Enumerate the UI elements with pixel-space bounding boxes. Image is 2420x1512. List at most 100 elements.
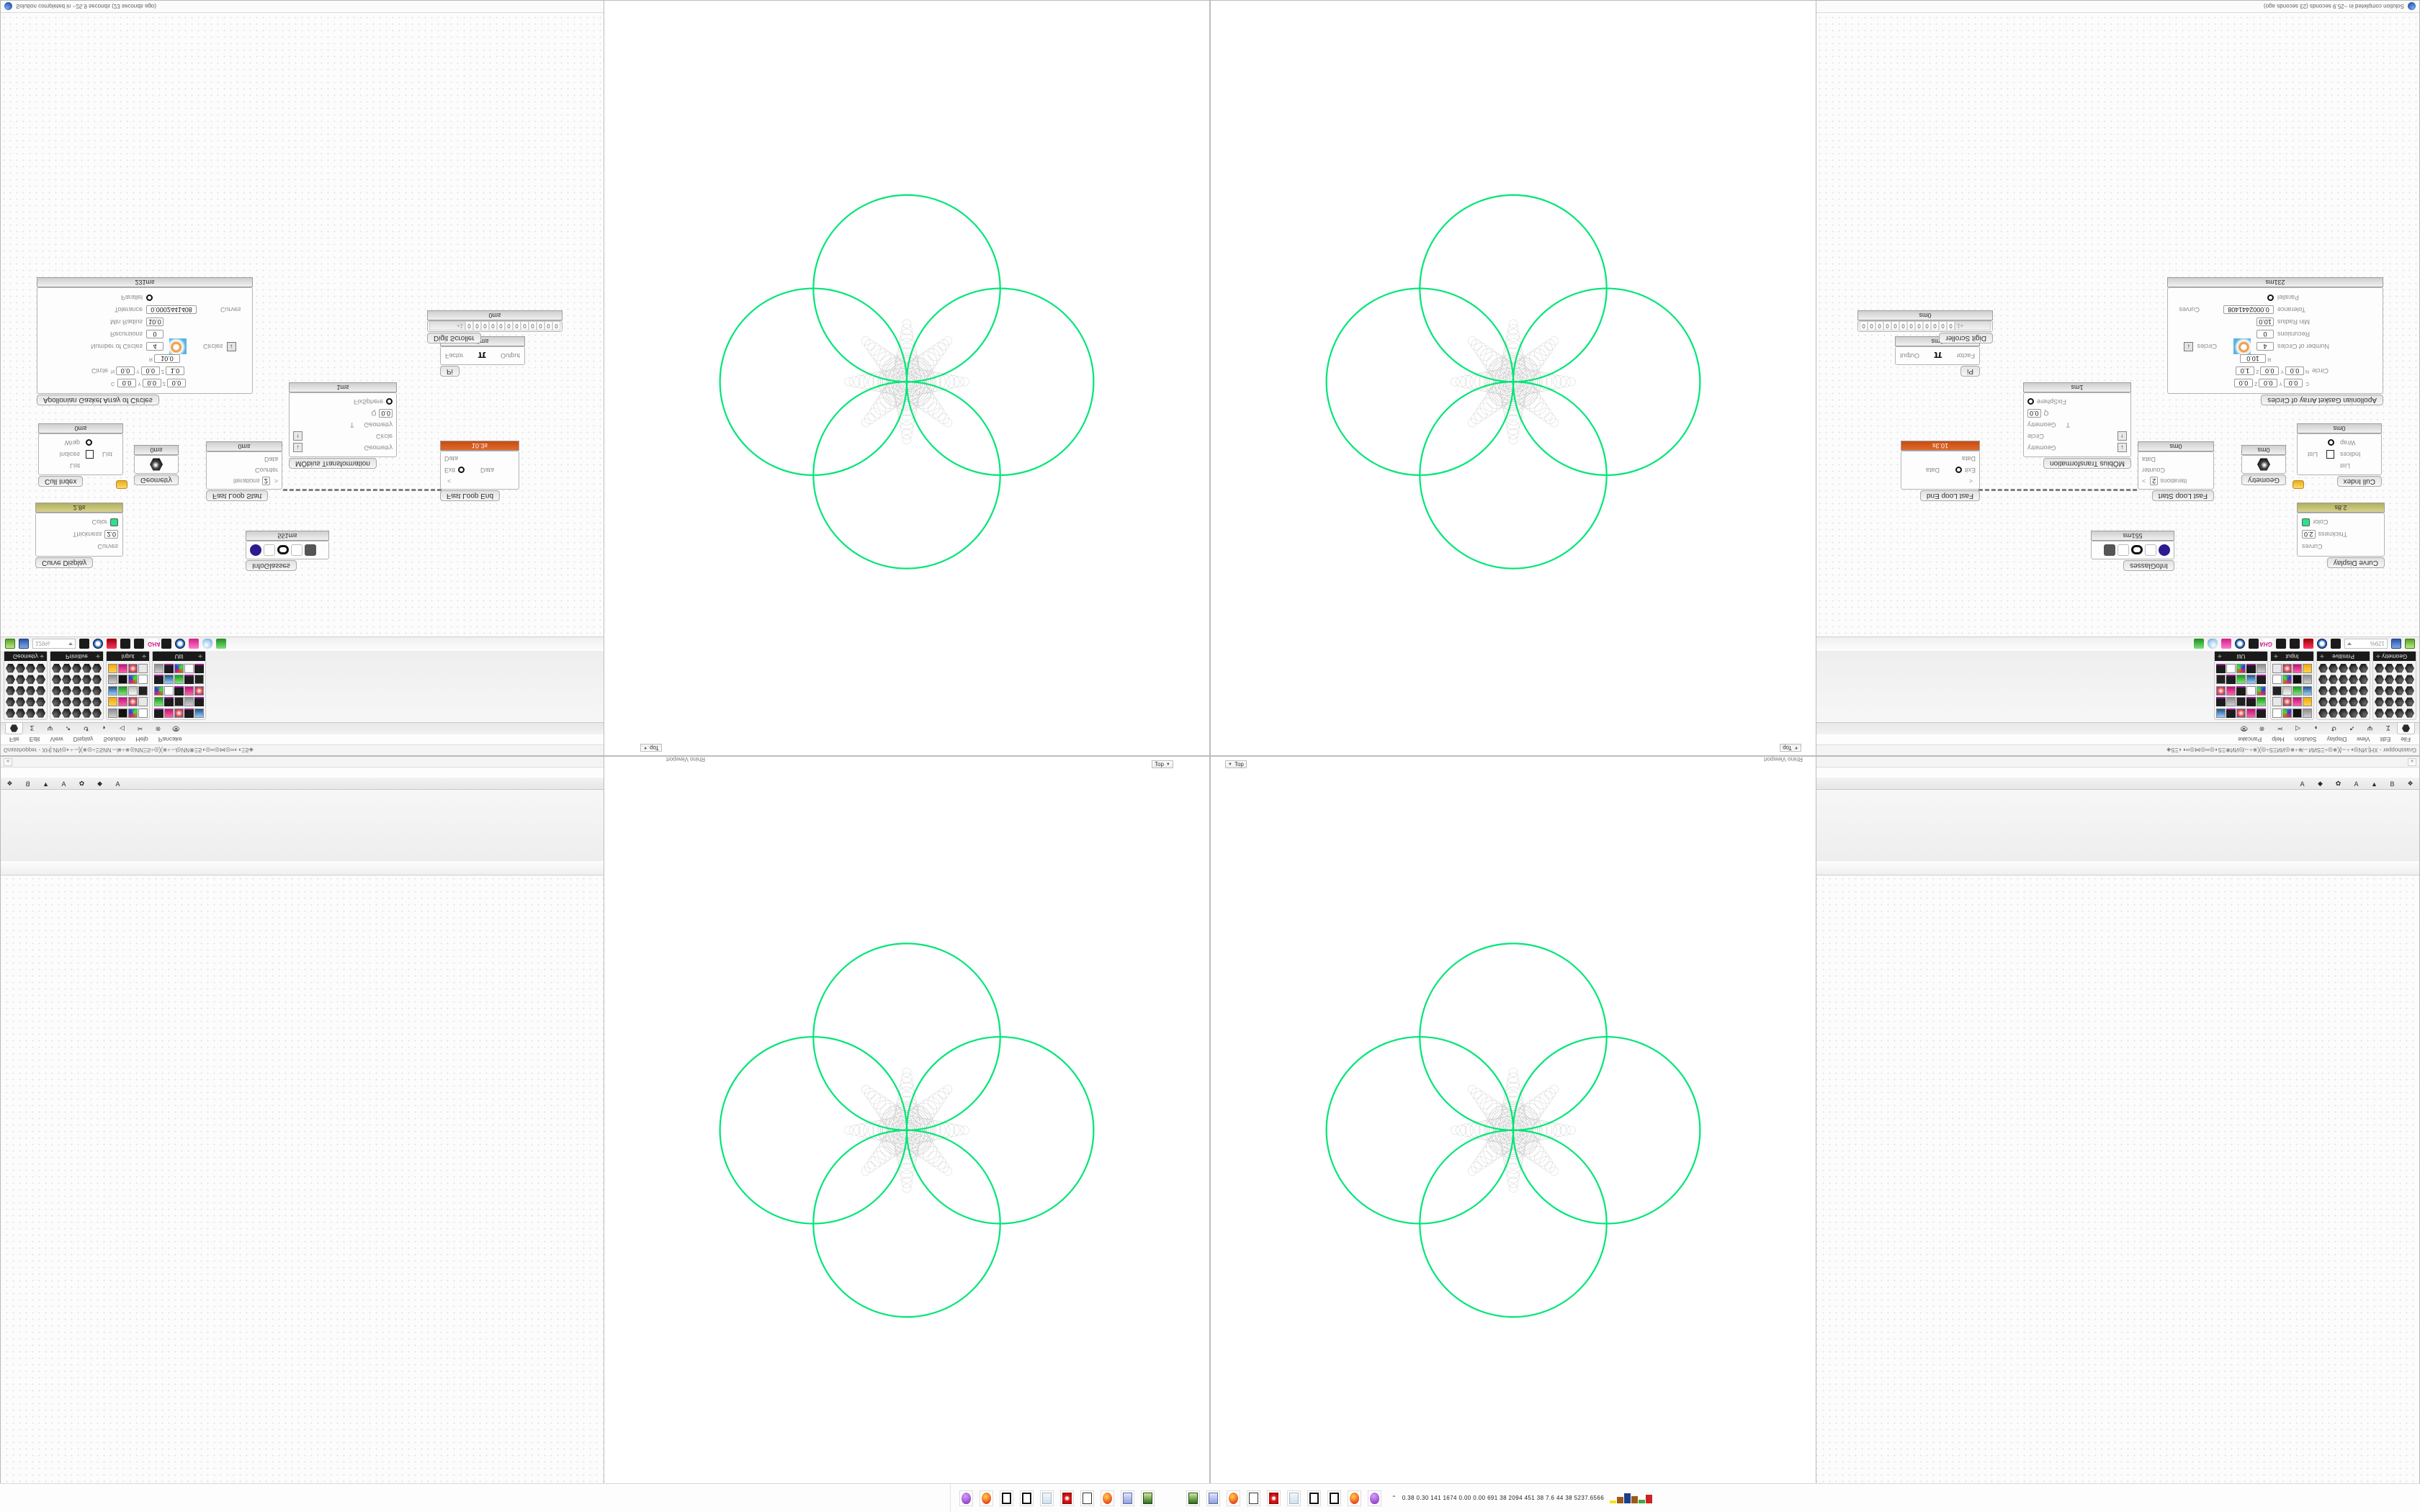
- digit-cell[interactable]: 0: [481, 321, 489, 331]
- gha-loader-icon[interactable]: GHA: [148, 639, 161, 649]
- tab-sets[interactable]: Ψ: [47, 724, 53, 732]
- util-component-icon[interactable]: [2236, 685, 2246, 696]
- tab-extra-a2[interactable]: A: [2354, 780, 2359, 788]
- at-icon[interactable]: [134, 639, 144, 649]
- thickness-value[interactable]: 2.0: [2302, 530, 2316, 539]
- tab-surface[interactable]: ◗: [2313, 724, 2318, 732]
- iterations-value[interactable]: 2: [2150, 477, 2159, 486]
- tab-extra-flower[interactable]: ✿: [79, 780, 85, 787]
- menu-item-file[interactable]: File: [2401, 736, 2411, 743]
- util-component-icon[interactable]: [184, 708, 194, 718]
- component-icon[interactable]: [2359, 675, 2368, 684]
- component-icon[interactable]: [6, 686, 15, 696]
- menu-item-display[interactable]: Display: [73, 736, 94, 743]
- menu-item-view[interactable]: View: [2357, 736, 2370, 743]
- component-icon[interactable]: [2339, 664, 2348, 673]
- bulb-icon[interactable]: [202, 639, 212, 649]
- fixsphere-toggle[interactable]: [386, 398, 393, 405]
- exit-toggle[interactable]: [1955, 467, 1962, 474]
- help-box-icon[interactable]: [2221, 639, 2231, 649]
- cow-icon[interactable]: [1247, 1490, 1260, 1506]
- fast-loop-end-body[interactable]: < Exit Data Data: [1901, 451, 1980, 490]
- component-icon[interactable]: [2329, 675, 2338, 684]
- util-component-icon[interactable]: [2236, 675, 2246, 685]
- tab-extra-star[interactable]: ❖: [2407, 780, 2414, 787]
- preview-toggle-icon[interactable]: [2317, 639, 2327, 649]
- component-icon[interactable]: [2349, 675, 2358, 684]
- value-number-of-circles[interactable]: 4: [2257, 342, 2274, 351]
- component-icon[interactable]: [2339, 675, 2348, 684]
- component-icon[interactable]: [62, 686, 71, 696]
- util-component-icon[interactable]: [174, 663, 184, 673]
- tab-extra-b[interactable]: B: [25, 780, 30, 788]
- input-component-icon[interactable]: [2272, 663, 2282, 673]
- digit-cell[interactable]: 0: [521, 321, 529, 331]
- search-icon[interactable]: [2235, 639, 2245, 649]
- tab-extra-a2[interactable]: A: [61, 780, 66, 788]
- input-component-icon[interactable]: [128, 708, 138, 718]
- input-component-icon[interactable]: [2282, 675, 2292, 685]
- util-component-icon[interactable]: [174, 708, 184, 718]
- util-component-icon[interactable]: [2216, 697, 2226, 707]
- menu-item-solution[interactable]: Solution: [2294, 736, 2317, 743]
- input-component-icon[interactable]: [108, 697, 117, 707]
- ribbon-group-expand-icon[interactable]: ✛: [2218, 653, 2222, 659]
- purple-app-icon[interactable]: [959, 1490, 973, 1506]
- input-component-icon[interactable]: [2272, 685, 2282, 696]
- component-icon[interactable]: [2349, 708, 2358, 718]
- normal-z[interactable]: 1.0: [2235, 366, 2254, 376]
- util-component-icon[interactable]: [194, 697, 204, 707]
- digit-cell[interactable]: 0: [1939, 321, 1947, 331]
- input-component-icon[interactable]: [108, 685, 117, 696]
- input-component-icon[interactable]: [2272, 675, 2282, 685]
- digit-cell[interactable]: 0: [544, 321, 552, 331]
- menu-item-edit[interactable]: Edit: [2380, 736, 2391, 743]
- digit-cell[interactable]: 0: [505, 321, 513, 331]
- component-icon[interactable]: [2395, 708, 2404, 718]
- component-icon[interactable]: [2385, 664, 2394, 673]
- util-component-icon[interactable]: [2226, 663, 2236, 673]
- util-component-icon[interactable]: [164, 685, 174, 696]
- maze-icon[interactable]: [1327, 1490, 1341, 1506]
- firefox-icon[interactable]: [1101, 1490, 1114, 1506]
- tab-transform[interactable]: ꕕ: [155, 725, 161, 732]
- ribbon-group-expand-icon[interactable]: ✛: [142, 653, 146, 659]
- tab-transform[interactable]: ꕕ: [2259, 725, 2265, 732]
- util-component-icon[interactable]: [184, 663, 194, 673]
- value-number-of-circles[interactable]: 4: [146, 342, 163, 351]
- center-y[interactable]: 0.0: [142, 379, 161, 388]
- util-component-icon[interactable]: [2236, 697, 2246, 707]
- normal-y[interactable]: 0.0: [140, 366, 160, 376]
- input-component-icon[interactable]: [2282, 697, 2292, 707]
- component-icon[interactable]: [2349, 686, 2358, 696]
- normal-x[interactable]: 0.0: [116, 366, 135, 376]
- util-component-icon[interactable]: [174, 675, 184, 685]
- component-icon[interactable]: [2395, 697, 2404, 706]
- component-icon[interactable]: [2359, 708, 2368, 718]
- digit-scroller-track[interactable]: +1: [429, 321, 465, 331]
- component-icon[interactable]: [72, 686, 81, 696]
- stack-glyph-icon[interactable]: [2118, 544, 2129, 556]
- component-icon[interactable]: [2318, 664, 2328, 673]
- component-icon[interactable]: [62, 675, 71, 684]
- puzzle-glyph-icon[interactable]: [2104, 544, 2115, 556]
- arrow-up-icon[interactable]: ↑: [293, 431, 302, 441]
- input-component-icon[interactable]: [138, 697, 148, 707]
- input-component-icon[interactable]: [2282, 708, 2292, 718]
- component-icon[interactable]: [2385, 686, 2394, 696]
- input-component-icon[interactable]: [138, 708, 148, 718]
- digit-cell[interactable]: 0: [1923, 321, 1931, 331]
- viewport-view-combo[interactable]: Top ▼: [1152, 760, 1173, 768]
- component-icon[interactable]: [2405, 697, 2414, 706]
- component-icon[interactable]: [82, 664, 91, 673]
- digit-cell[interactable]: 0: [537, 321, 544, 331]
- component-icon[interactable]: [2349, 697, 2358, 706]
- tab-curve[interactable]: ↺: [2331, 725, 2337, 732]
- component-icon[interactable]: [72, 664, 81, 673]
- util-component-icon[interactable]: [154, 675, 163, 685]
- util-component-icon[interactable]: [2216, 663, 2226, 673]
- menu-item-view[interactable]: View: [50, 736, 63, 743]
- input-component-icon[interactable]: [138, 675, 148, 685]
- input-component-icon[interactable]: [2303, 685, 2312, 696]
